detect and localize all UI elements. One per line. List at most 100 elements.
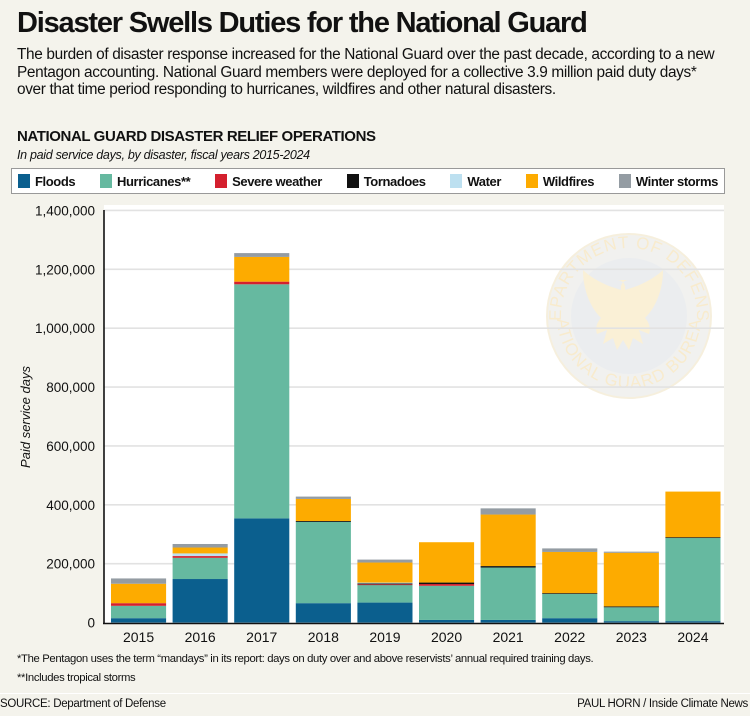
bar-segment-winter-storms-2017 — [234, 253, 290, 257]
bar-segment-tornadoes-2023 — [603, 606, 659, 608]
y-tick-label: 600,000 — [46, 439, 95, 454]
x-tick-label: 2019 — [369, 629, 400, 645]
bar-segment-floods-2024 — [665, 621, 721, 623]
legend-swatch-floods — [18, 174, 30, 188]
stacked-bar-chart: DEPARTMENT OF DEFENSE NATIONAL GUARD BUR… — [0, 200, 724, 645]
bar-segment-winter-storms-2016 — [172, 543, 228, 548]
bar-segment-severe-weather-2019 — [357, 584, 413, 586]
legend-label: Floods — [35, 173, 76, 189]
bar-segment-winter-storms-2022 — [542, 548, 598, 552]
legend-swatch-tornadoes — [346, 174, 359, 188]
bar-segment-wildfires-2018 — [295, 498, 351, 522]
bar-stack-2017 — [234, 253, 290, 623]
chart-title: NATIONAL GUARD DISASTER RELIEF OPERATION… — [17, 128, 376, 145]
legend-swatch-water — [450, 174, 463, 188]
bar-segment-hurricanes-2020 — [419, 585, 475, 620]
bar-segment-winter-storms-2015 — [111, 578, 167, 584]
bar-segment-tornadoes-2019 — [357, 583, 413, 585]
legend-label: Tornadoes — [363, 173, 426, 189]
legend-item-wildfires: Wildfires — [525, 173, 595, 189]
bar-segment-wildfires-2015 — [111, 583, 167, 604]
bar-segment-severe-weather-2016 — [172, 556, 228, 558]
legend-item-water: Water — [450, 174, 501, 189]
bar-segment-severe-weather-2020 — [419, 584, 475, 586]
footnote-tropical-storms: **Includes tropical storms — [17, 672, 136, 684]
y-tick-label: 800,000 — [46, 380, 95, 395]
bar-segment-water-2019 — [357, 582, 413, 584]
bar-segment-winter-storms-2018 — [295, 496, 351, 499]
bar-segment-tornadoes-2024 — [665, 537, 721, 539]
bar-segment-water-2016 — [172, 553, 228, 557]
x-tick-label: 2022 — [554, 629, 585, 645]
bar-segment-hurricanes-2022 — [542, 593, 598, 619]
bar-segment-wildfires-2022 — [542, 551, 598, 594]
bar-segment-hurricanes-2019 — [357, 584, 413, 603]
bar-segment-severe-weather-2015 — [111, 603, 167, 606]
bar-stack-2021 — [480, 508, 536, 623]
legend-swatch-wildfires — [525, 174, 538, 188]
x-tick-label: 2015 — [123, 629, 154, 645]
bar-stack-2019 — [357, 559, 413, 623]
x-tick-label: 2024 — [677, 629, 708, 645]
credit-line: PAUL HORN / Inside Climate News — [577, 698, 748, 710]
x-tick-label: 2021 — [493, 629, 524, 645]
legend-item-winter-storms: Winter storms — [618, 173, 718, 189]
x-tick-label: 2018 — [308, 629, 339, 645]
x-tick-label: 2023 — [616, 629, 647, 645]
legend-swatch-hurricanes — [100, 174, 113, 188]
bar-segment-tornadoes-2022 — [542, 593, 598, 594]
bar-segment-hurricanes-2015 — [111, 605, 167, 619]
y-tick-label: 200,000 — [46, 557, 95, 572]
bar-segment-floods-2017 — [234, 518, 290, 623]
bar-segment-hurricanes-2018 — [295, 521, 351, 604]
bar-segment-wildfires-2019 — [357, 562, 413, 583]
bar-stack-2024 — [665, 491, 721, 623]
bar-segment-winter-storms-2023 — [603, 551, 659, 553]
bar-segment-wildfires-2024 — [665, 491, 721, 538]
bar-stack-2016 — [172, 543, 228, 623]
bar-segment-tornadoes-2018 — [295, 521, 351, 522]
bar-segment-hurricanes-2017 — [234, 284, 290, 519]
bar-segment-wildfires-2017 — [234, 256, 290, 282]
y-tick-label: 1,000,000 — [35, 321, 95, 336]
source-line: SOURCE: Department of Defense — [0, 698, 166, 710]
y-axis-title: Paid service days — [18, 366, 33, 468]
bar-segment-floods-2015 — [111, 618, 167, 623]
bar-segment-wildfires-2023 — [603, 552, 659, 607]
bar-segment-winter-storms-2019 — [357, 559, 413, 563]
legend-swatch-winter-storms — [618, 174, 631, 188]
bar-stack-2015 — [111, 578, 167, 623]
bar-segment-wildfires-2016 — [172, 547, 228, 554]
bar-segment-floods-2019 — [357, 602, 413, 623]
bar-segment-floods-2018 — [295, 603, 351, 623]
bar-stack-2022 — [542, 548, 598, 623]
bar-segment-floods-2016 — [172, 579, 228, 623]
bar-segment-wildfires-2021 — [480, 514, 536, 567]
legend-label: Water — [467, 173, 502, 189]
bar-segment-severe-weather-2017 — [234, 281, 290, 285]
legend-label: Wildfires — [542, 173, 595, 189]
legend-item-floods: Floods — [18, 173, 76, 189]
legend-label: Winter storms — [635, 173, 718, 189]
y-tick-label: 400,000 — [46, 498, 95, 513]
legend: Floods Hurricanes** Severe weather Torna… — [11, 168, 725, 194]
bar-stack-2023 — [603, 551, 659, 623]
legend-item-severe-weather: Severe weather — [215, 174, 322, 189]
y-tick-label: 1,400,000 — [35, 203, 95, 218]
footer-divider — [0, 693, 750, 694]
y-tick-label: 1,200,000 — [35, 262, 95, 277]
legend-label: Hurricanes** — [117, 173, 191, 189]
bar-segment-floods-2020 — [419, 619, 475, 623]
bar-segment-hurricanes-2021 — [480, 567, 536, 620]
bar-segment-hurricanes-2024 — [665, 537, 721, 622]
bar-segment-floods-2022 — [542, 618, 598, 623]
dek-paragraph: The burden of disaster response increase… — [17, 46, 715, 99]
legend-item-tornadoes: Tornadoes — [346, 173, 426, 189]
y-tick-label: 0 — [87, 616, 95, 631]
legend-label: Severe weather — [232, 173, 322, 189]
bar-segment-floods-2021 — [480, 619, 536, 623]
bar-segment-winter-storms-2021 — [480, 508, 536, 515]
bar-segment-hurricanes-2016 — [172, 557, 228, 580]
bar-stack-2020 — [419, 542, 475, 623]
chart-subtitle: In paid service days, by disaster, fisca… — [17, 148, 310, 162]
